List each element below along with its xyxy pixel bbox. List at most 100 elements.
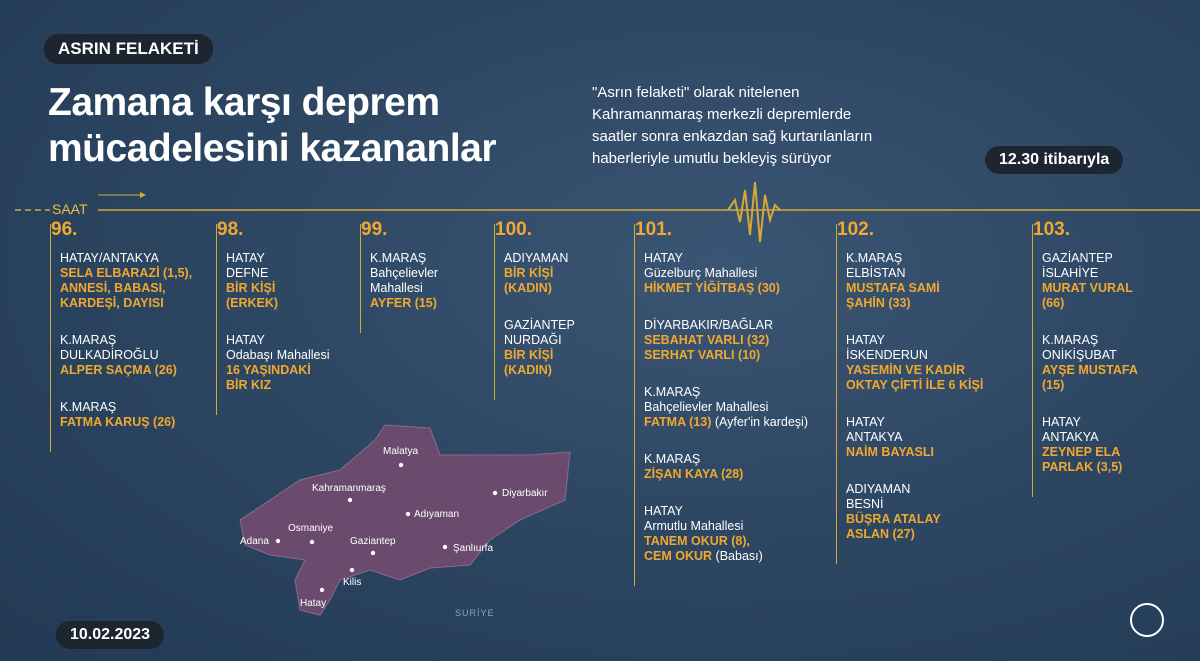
city-dots [275, 462, 498, 593]
name-line: OKTAY ÇİFTİ İLE 6 KİŞİ [846, 378, 983, 393]
rescue-entry: ADIYAMAN BESNİ BÜŞRA ATALAY ASLAN (27) [846, 482, 983, 542]
title: Zamana karşı deprem mücadelesini kazananl… [48, 80, 497, 172]
name: (15) [1042, 378, 1065, 392]
place: BESNİ [846, 497, 884, 511]
place: Güzelburç Mahallesi [644, 266, 758, 280]
name: OKTAY ÇİFTİ İLE 6 KİŞİ [846, 378, 984, 392]
name-line: MURAT VURAL [1042, 281, 1138, 296]
city-label: Hatay [300, 598, 327, 609]
place: GAZİANTEP [504, 318, 575, 332]
name-line: BÜŞRA ATALAY [846, 512, 983, 527]
place: HATAY [644, 251, 683, 265]
hour-label: 102. [837, 219, 874, 240]
rescue-entry: K.MARAŞ Bahçelievler Mahallesi FATMA (13) … [644, 385, 808, 430]
place: K.MARAŞ [60, 400, 117, 414]
rescue-entry: HATAY ANTAKYA NAİM BAYASLI [846, 415, 983, 460]
name-line: BİR KİŞİ [226, 281, 330, 296]
name: BÜŞRA ATALAY [846, 512, 941, 526]
place: NURDAĞI [504, 333, 562, 347]
city-label: Adana [240, 536, 269, 547]
name: AYFER (15) [370, 296, 437, 310]
name: BİR KİŞİ [504, 348, 554, 362]
name: ANNESİ, BABASI, [60, 281, 166, 295]
rescue-entry: HATAY Odabaşı Mahallesi 16 YAŞINDAKİ BİR KI… [226, 333, 330, 393]
name-line: SELA ELBARAZİ (1,5), [60, 266, 192, 281]
hour-column: 102. K.MARAŞ ELBİSTAN MUSTAFA SAMİ ŞAHİN (33… [836, 219, 983, 564]
name: MUSTAFA SAMİ [846, 281, 940, 295]
rescue-entry: GAZİANTEP İSLAHİYE MURAT VURAL (66) [1042, 251, 1138, 311]
name: YASEMİN VE KADİR [846, 363, 966, 377]
name: ASLAN (27) [846, 527, 915, 541]
city-label: Malatya [383, 446, 419, 457]
name: CEM OKUR [644, 549, 713, 563]
name-line: (KADIN) [504, 281, 575, 296]
place: HATAY [644, 504, 683, 518]
rescue-entry: K.MARAŞ DULKADİROĞLU ALPER SAÇMA (26) [60, 333, 192, 378]
name-line: YASEMİN VE KADİR [846, 363, 983, 378]
name: (ERKEK) [226, 296, 279, 310]
name-line: KARDEŞİ, DAYISI [60, 296, 192, 311]
intro-line: saatler sonra enkazdan sağ kurtarılanlar… [592, 128, 873, 145]
name-line: (ERKEK) [226, 296, 330, 311]
hour-column: 101. HATAY Güzelburç Mahallesi HİKMET YİĞİT… [634, 220, 808, 586]
rescue-entry: HATAY Güzelburç Mahallesi HİKMET YİĞİTBAŞ … [644, 251, 808, 296]
place: ELBİSTAN [846, 266, 906, 280]
name-line: ANNESİ, BABASI, [60, 281, 192, 296]
name-line: (66) [1042, 296, 1138, 311]
place: ADIYAMAN [846, 482, 911, 496]
name: HİKMET YİĞİTBAŞ (30) [644, 281, 780, 295]
place: K.MARAŞ [846, 251, 903, 265]
name: SEBAHAT VARLI (32) [644, 333, 770, 347]
name: MURAT VURAL [1042, 281, 1133, 295]
name-line: BİR KİŞİ [504, 266, 575, 281]
hour-label: 100. [495, 219, 532, 240]
logo [1130, 603, 1164, 637]
name-line: FATMA KARUŞ (26) [60, 415, 192, 430]
name-line: SEBAHAT VARLI (32) [644, 333, 808, 348]
rescue-entry: HATAY/ANTAKYA SELA ELBARAZİ (1,5), ANNESİ,… [60, 251, 192, 311]
hour-column: 103. GAZİANTEP İSLAHİYE MURAT VURAL (66) K.MA… [1032, 220, 1138, 497]
place: ANTAKYA [846, 430, 903, 444]
name-line: BİR KIZ [226, 378, 330, 393]
city-label: Şanlıurfa [453, 543, 494, 554]
intro-line: Kahramanmaraş merkezli depremlerde [592, 106, 852, 123]
name-line: PARLAK (3,5) [1042, 460, 1138, 475]
city-label: Diyarbakır [502, 488, 548, 499]
place: Armutlu Mahallesi [644, 519, 744, 533]
region-map [239, 424, 571, 616]
rescue-entry: ADIYAMAN BİR KİŞİ (KADIN) [504, 251, 575, 296]
place: Odabaşı Mahallesi [226, 348, 330, 362]
name-line: HİKMET YİĞİTBAŞ (30) [644, 281, 808, 296]
name: 16 YAŞINDAKİ [226, 363, 311, 377]
rescue-entry: GAZİANTEP NURDAĞI BİR KİŞİ (KADIN) [504, 318, 575, 378]
rescue-entry: K.MARAŞ ZİŞAN KAYA (28) [644, 452, 808, 482]
place: HATAY [226, 333, 265, 347]
rescue-entry: K.MARAŞ FATMA KARUŞ (26) [60, 400, 192, 430]
name: BİR KİŞİ [226, 281, 276, 295]
name-line: ASLAN (27) [846, 527, 983, 542]
rescue-entry: HATAY ANTAKYA ZEYNEP ELA PARLAK (3,5) [1042, 415, 1138, 475]
name: (KADIN) [504, 363, 552, 377]
name-line: ŞAHİN (33) [846, 296, 983, 311]
name: TANEM OKUR (8), [644, 534, 751, 548]
name: ZEYNEP ELA [1042, 445, 1121, 459]
rescue-entry: HATAY Armutlu Mahallesi TANEM OKUR (8), CEM… [644, 504, 808, 564]
name-line: MUSTAFA SAMİ [846, 281, 983, 296]
rescue-entry: K.MARAŞ Bahçelievler Mahallesi AYFER (15) [370, 251, 438, 311]
name-line: SERHAT VARLI (10) [644, 348, 808, 363]
section-badge: ASRIN FELAKETİ [44, 34, 213, 64]
name-line: ZİŞAN KAYA (28) [644, 467, 808, 482]
intro-line: haberleriyle umutlu bekleyiş sürüyor [592, 150, 832, 167]
name: ŞAHİN (33) [846, 296, 911, 310]
name: KARDEŞİ, DAYISI [60, 296, 164, 310]
name-line: FATMA (13) (Ayfer'in kardeşi) [644, 415, 808, 430]
place: ADIYAMAN [504, 251, 569, 265]
date-badge: 10.02.2023 [56, 621, 165, 649]
country-label: SURİYE [455, 608, 495, 618]
name-line: ZEYNEP ELA [1042, 445, 1138, 460]
place: İSKENDERUN [846, 348, 928, 362]
place: K.MARAŞ [60, 333, 117, 347]
rescue-entry: HATAY DEFNE BİR KİŞİ (ERKEK) [226, 251, 330, 311]
rescue-entry: K.MARAŞ ONİKİŞUBAT AYŞE MUSTAFA (15) [1042, 333, 1138, 393]
